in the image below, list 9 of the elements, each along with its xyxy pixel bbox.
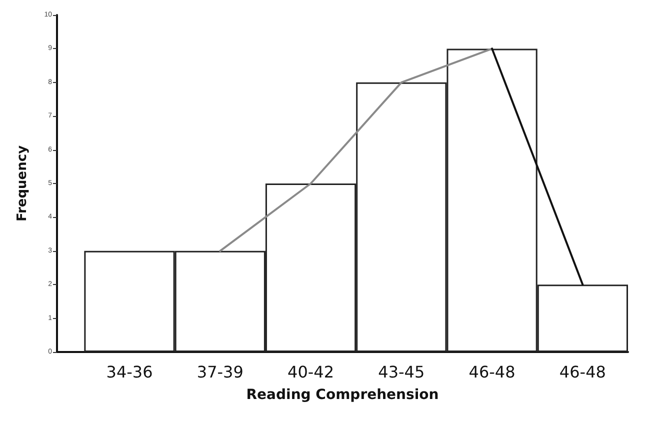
x-tick-label: 34-36 <box>106 362 153 382</box>
x-tick-label: 40-42 <box>288 362 334 382</box>
x-tick-label: 46-48 <box>468 362 516 382</box>
line-series <box>219 48 494 252</box>
y-axis-title: Frequency <box>15 144 30 222</box>
x-tick-label: 46-48 <box>559 362 606 382</box>
x-tick-label: 37-39 <box>196 362 244 382</box>
x-axis-title: Reading Comprehension <box>246 387 439 403</box>
x-tick-label: 43-45 <box>378 362 425 382</box>
